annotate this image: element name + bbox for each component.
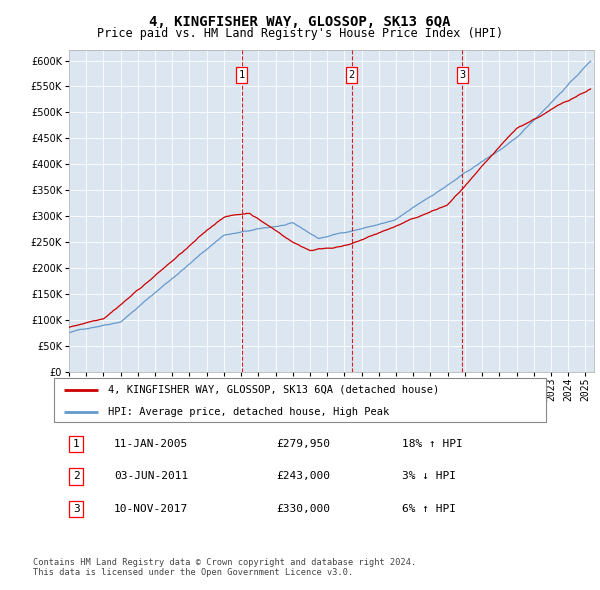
- Text: 2: 2: [349, 70, 355, 80]
- Text: HPI: Average price, detached house, High Peak: HPI: Average price, detached house, High…: [108, 407, 389, 417]
- Text: 18% ↑ HPI: 18% ↑ HPI: [402, 439, 463, 449]
- Text: 4, KINGFISHER WAY, GLOSSOP, SK13 6QA (detached house): 4, KINGFISHER WAY, GLOSSOP, SK13 6QA (de…: [108, 385, 439, 395]
- Text: £279,950: £279,950: [276, 439, 330, 449]
- Text: 1: 1: [239, 70, 245, 80]
- Text: £330,000: £330,000: [276, 504, 330, 514]
- Text: 03-JUN-2011: 03-JUN-2011: [114, 471, 188, 481]
- Text: 1: 1: [73, 439, 80, 449]
- Text: 10-NOV-2017: 10-NOV-2017: [114, 504, 188, 514]
- Text: 3: 3: [73, 504, 80, 514]
- Text: 2: 2: [73, 471, 80, 481]
- Text: Price paid vs. HM Land Registry's House Price Index (HPI): Price paid vs. HM Land Registry's House …: [97, 27, 503, 40]
- Text: 3: 3: [460, 70, 466, 80]
- Text: 6% ↑ HPI: 6% ↑ HPI: [402, 504, 456, 514]
- Text: 4, KINGFISHER WAY, GLOSSOP, SK13 6QA: 4, KINGFISHER WAY, GLOSSOP, SK13 6QA: [149, 15, 451, 29]
- Text: £243,000: £243,000: [276, 471, 330, 481]
- Text: 3% ↓ HPI: 3% ↓ HPI: [402, 471, 456, 481]
- Text: 11-JAN-2005: 11-JAN-2005: [114, 439, 188, 449]
- FancyBboxPatch shape: [54, 378, 546, 422]
- Text: Contains HM Land Registry data © Crown copyright and database right 2024.
This d: Contains HM Land Registry data © Crown c…: [33, 558, 416, 577]
